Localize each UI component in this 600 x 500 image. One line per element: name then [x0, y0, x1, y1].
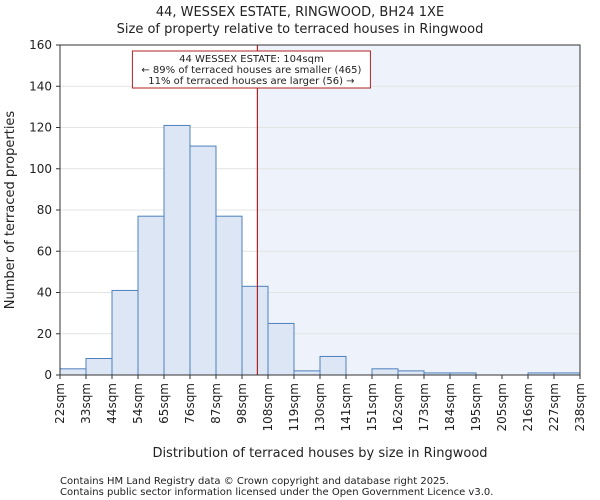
footer-line-1: Contains HM Land Registry data © Crown c…: [60, 476, 449, 487]
annotation-box: [131, 50, 371, 89]
x-tick-label: 184sqm: [443, 383, 457, 431]
bars: [59, 124, 581, 376]
y-tick-label: 140: [29, 79, 52, 93]
y-axis: 0 20 40 60 80 100 120 140 160: [29, 38, 60, 382]
x-tick-label: 87sqm: [209, 383, 223, 424]
x-tick-label: 76sqm: [183, 383, 197, 424]
bar-130sqm: [319, 355, 347, 376]
y-tick-label: 60: [37, 244, 52, 258]
x-tick-label: 119sqm: [287, 383, 301, 431]
chart-title: 44, WESSEX ESTATE, RINGWOOD, BH24 1XE: [156, 5, 444, 20]
x-tick-label: 173sqm: [417, 383, 431, 431]
bar-76sqm: [189, 145, 217, 376]
x-tick-label: 108sqm: [261, 383, 275, 431]
x-tick-label: 141sqm: [339, 383, 353, 431]
annotation-line-3: 11% of terraced houses are larger (56) →: [148, 76, 354, 87]
chart-subtitle: Size of property relative to terraced ho…: [117, 22, 484, 37]
bar-33sqm: [85, 358, 113, 376]
y-tick-label: 0: [44, 368, 52, 382]
y-tick-label: 100: [29, 162, 52, 176]
x-tick-label: 44sqm: [105, 383, 119, 424]
x-tick-label: 33sqm: [79, 383, 93, 424]
y-tick-label: 120: [29, 121, 52, 135]
bar-54sqm: [137, 215, 165, 376]
x-tick-label: 151sqm: [365, 383, 379, 431]
x-tick-label: 238sqm: [573, 383, 587, 431]
x-axis-label: Distribution of terraced houses by size …: [152, 446, 487, 461]
bar-162sqm: [397, 370, 425, 376]
x-tick-label: 98sqm: [235, 383, 249, 424]
bar-65sqm: [163, 124, 191, 376]
footer-line-2: Contains public sector information licen…: [60, 487, 493, 498]
x-tick-label: 54sqm: [131, 383, 145, 424]
annotation-line-2: ← 89% of terraced houses are smaller (46…: [141, 65, 361, 76]
x-tick-label: 162sqm: [391, 383, 405, 431]
annotation-line-1: 44 WESSEX ESTATE: 104sqm: [179, 54, 324, 65]
x-tick-label: 22sqm: [53, 383, 67, 424]
bar-22sqm: [59, 368, 87, 376]
x-tick-label: 130sqm: [313, 383, 327, 431]
bar-119sqm: [293, 370, 321, 376]
y-tick-label: 160: [29, 38, 52, 52]
x-tick-label: 216sqm: [521, 383, 535, 431]
bar-151sqm: [371, 368, 399, 376]
bar-44sqm: [111, 289, 139, 376]
x-tick-label: 205sqm: [495, 383, 509, 431]
y-tick-label: 20: [37, 327, 52, 341]
y-tick-label: 80: [37, 203, 52, 217]
x-axis: 22sqm 33sqm 44sqm 54sqm 65sqm 76sqm 87sqm 98sqm…: [53, 375, 587, 431]
bar-98sqm: [241, 285, 269, 376]
y-tick-label: 40: [37, 286, 52, 300]
x-tick-label: 65sqm: [157, 383, 171, 424]
bar-87sqm: [215, 215, 243, 376]
bar-108sqm: [267, 322, 295, 376]
y-axis-label: Number of terraced properties: [3, 111, 18, 310]
x-tick-label: 227sqm: [547, 383, 561, 431]
x-tick-label: 195sqm: [469, 383, 483, 431]
